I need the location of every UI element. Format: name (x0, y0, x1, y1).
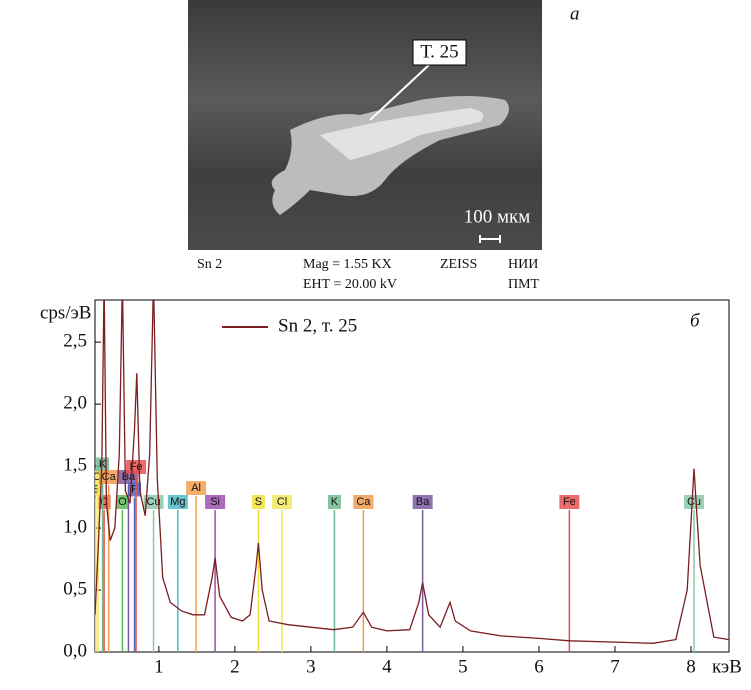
element-box (251, 495, 265, 509)
maker-label: ZEISS (440, 257, 477, 272)
x-tick-label: 7 (610, 656, 620, 677)
y-tick-label: 2,5 (63, 331, 87, 352)
element-box (126, 460, 147, 474)
element-box (559, 495, 580, 509)
element-box (186, 481, 207, 495)
sample-label: Sn 2 (197, 257, 222, 272)
element-label: O (118, 496, 127, 508)
element-label: C (100, 496, 108, 508)
x-tick-label: 4 (382, 656, 392, 677)
element-label: Ca (356, 496, 371, 508)
y-axis-label: cps/эВ (40, 302, 91, 323)
point-label: Т. 25 (420, 41, 458, 62)
element-label: Cu (687, 496, 701, 508)
panel-label: а (570, 3, 580, 24)
x-tick-label: 6 (534, 656, 544, 677)
element-label: Fe (563, 496, 576, 508)
element-label: K (99, 458, 107, 470)
element-box (684, 495, 705, 509)
element-box (412, 495, 433, 509)
element-label: Cl (277, 496, 287, 508)
x-tick-label: 2 (230, 656, 240, 677)
element-label: Ba (416, 496, 430, 508)
element-label: Si (210, 496, 220, 508)
y-tick-label: 0,5 (63, 578, 87, 599)
eht-label: EHT = 20.00 kV (303, 277, 397, 292)
element-box (327, 495, 341, 509)
inst-label: НИИ (508, 257, 538, 272)
x-tick-label: 3 (306, 656, 316, 677)
element-box (353, 495, 374, 509)
element-box (205, 495, 226, 509)
element-label: S (92, 483, 99, 495)
x-tick-label: 1 (154, 656, 164, 677)
inst-label: ПМТ (508, 277, 540, 292)
sem-image: Т. 25 100 мкм (188, 0, 542, 250)
x-tick-label: 5 (458, 656, 468, 677)
y-tick-label: 0,0 (63, 640, 87, 661)
panel-label: б (690, 310, 701, 331)
element-box (167, 495, 188, 509)
element-box (115, 495, 129, 509)
x-axis-label: кэВ (712, 656, 742, 677)
scale-label: 100 мкм (464, 206, 531, 227)
element-box (272, 495, 293, 509)
element-label: Mg (170, 496, 185, 508)
legend-label: Sn 2, т. 25 (278, 315, 357, 336)
element-label: F (131, 483, 138, 495)
spectrum-line (95, 300, 729, 644)
y-tick-label: 1,0 (63, 516, 87, 537)
element-label: Al (191, 482, 201, 494)
element-label: Ca (102, 471, 117, 483)
element-label: Cu (147, 496, 161, 508)
mag-label: Mag = 1.55 KX (303, 257, 392, 272)
element-label: S (255, 496, 262, 508)
element-box (98, 470, 119, 484)
plot-frame (94, 299, 730, 653)
y-tick-label: 1,5 (63, 454, 87, 475)
chart: 0,0 0,5 1,0 1,5 2,0 2,5 1 2 3 4 5 6 7 8 C O Cu Mg Al Si S Cl K… (63, 300, 729, 677)
y-tick-label: 2,0 (63, 392, 87, 413)
x-tick-label: 8 (686, 656, 696, 677)
element-label: K (331, 496, 339, 508)
